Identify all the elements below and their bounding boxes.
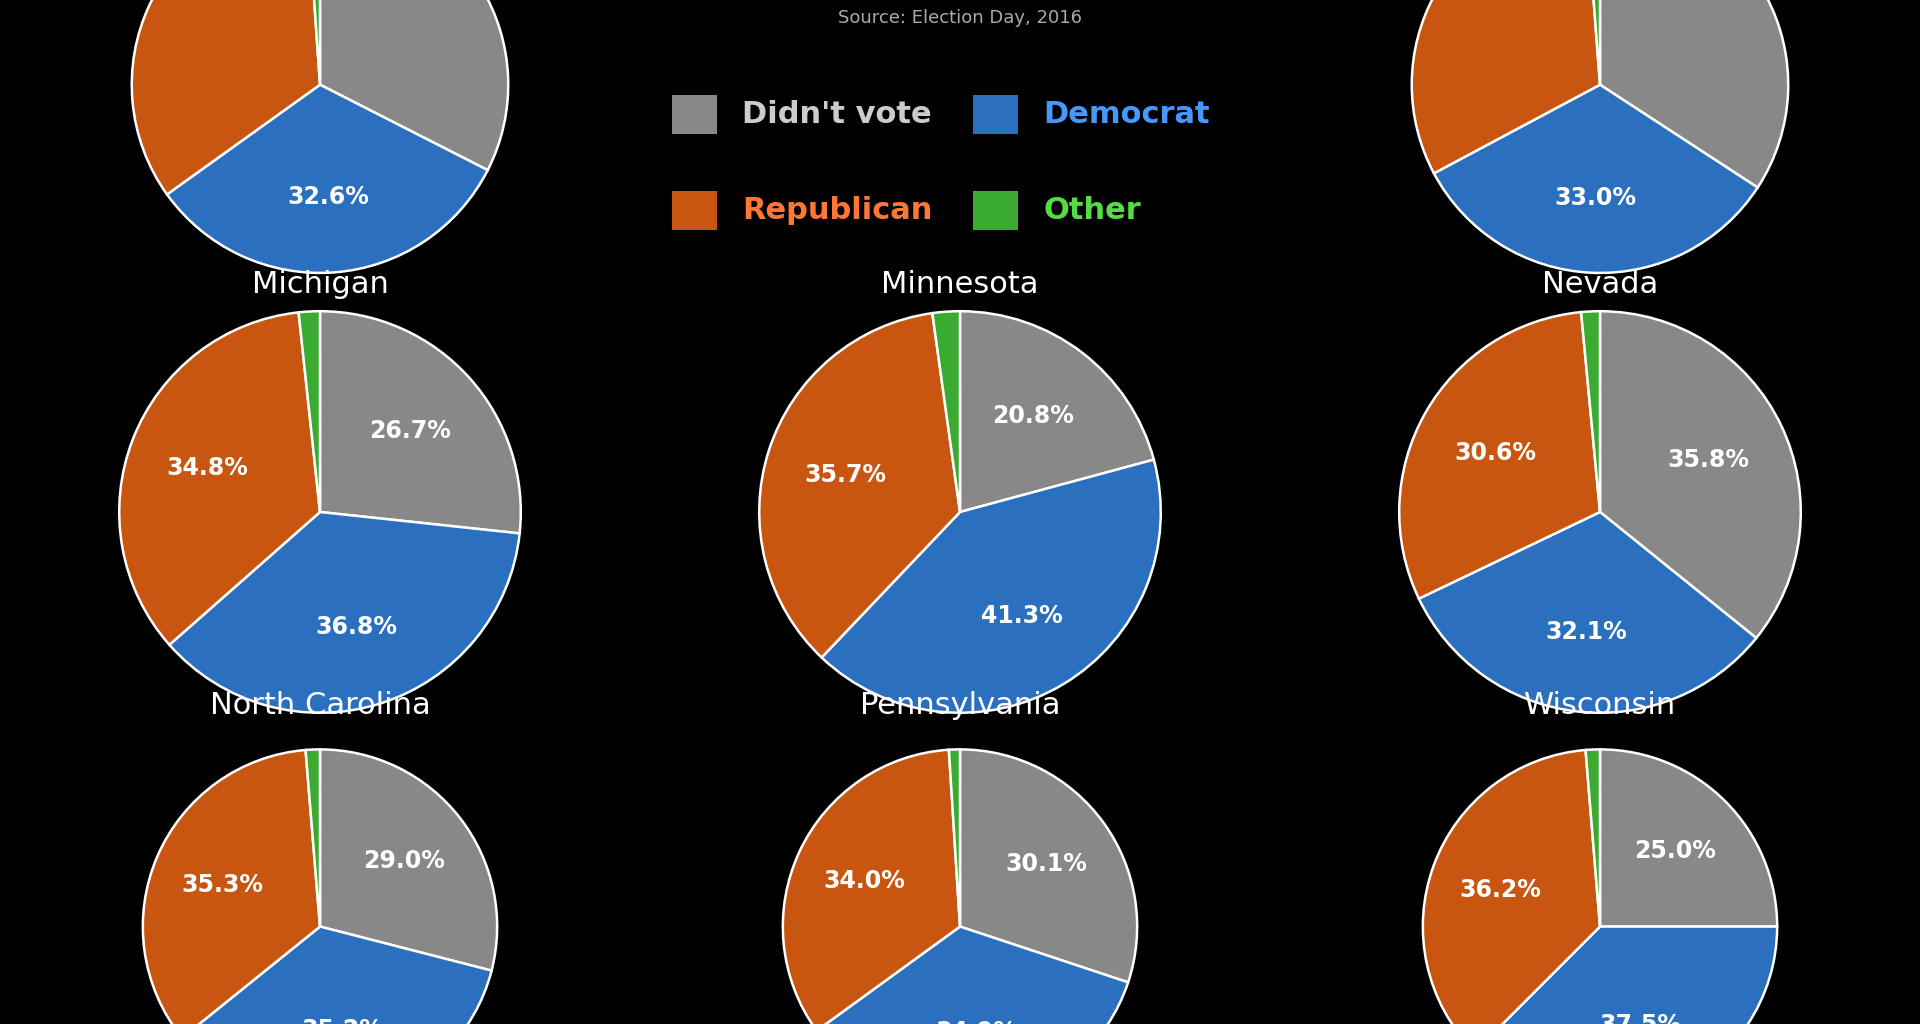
Wedge shape bbox=[933, 311, 960, 512]
Title: Pennsylvania: Pennsylvania bbox=[860, 691, 1060, 721]
Wedge shape bbox=[142, 750, 321, 1024]
FancyBboxPatch shape bbox=[672, 191, 716, 230]
Text: 35.7%: 35.7% bbox=[804, 463, 887, 487]
Title: Minnesota: Minnesota bbox=[881, 270, 1039, 299]
Wedge shape bbox=[822, 460, 1162, 713]
Wedge shape bbox=[321, 0, 509, 170]
Text: 20.8%: 20.8% bbox=[993, 404, 1073, 428]
Wedge shape bbox=[305, 750, 321, 927]
Text: 41.3%: 41.3% bbox=[981, 603, 1062, 628]
Wedge shape bbox=[1423, 750, 1599, 1024]
Text: 25.0%: 25.0% bbox=[1634, 840, 1716, 863]
Text: 34.9%: 34.9% bbox=[935, 1020, 1018, 1024]
Text: 35.8%: 35.8% bbox=[1668, 449, 1749, 472]
Text: 34.8%: 34.8% bbox=[167, 457, 250, 480]
Text: 34.0%: 34.0% bbox=[824, 869, 904, 893]
Wedge shape bbox=[300, 311, 321, 512]
Wedge shape bbox=[119, 312, 321, 645]
Text: Didn't vote: Didn't vote bbox=[743, 100, 931, 129]
Wedge shape bbox=[167, 85, 488, 273]
Text: 36.8%: 36.8% bbox=[315, 614, 397, 639]
Wedge shape bbox=[960, 750, 1137, 982]
Text: 26.7%: 26.7% bbox=[369, 420, 451, 443]
Wedge shape bbox=[169, 512, 520, 713]
Wedge shape bbox=[321, 750, 497, 971]
Text: 35.2%: 35.2% bbox=[301, 1019, 384, 1024]
Wedge shape bbox=[1475, 927, 1778, 1024]
Wedge shape bbox=[1434, 85, 1757, 273]
Text: 32.6%: 32.6% bbox=[288, 185, 369, 209]
Text: 30.1%: 30.1% bbox=[1006, 852, 1087, 877]
Title: North Carolina: North Carolina bbox=[209, 691, 430, 721]
Wedge shape bbox=[948, 750, 960, 927]
Wedge shape bbox=[1586, 750, 1599, 927]
Wedge shape bbox=[1411, 0, 1599, 173]
Wedge shape bbox=[1586, 0, 1599, 85]
Text: 32.1%: 32.1% bbox=[1546, 620, 1626, 644]
Wedge shape bbox=[783, 750, 960, 1024]
Wedge shape bbox=[1419, 512, 1757, 713]
Wedge shape bbox=[132, 0, 321, 195]
Wedge shape bbox=[1400, 312, 1599, 599]
Wedge shape bbox=[1580, 311, 1599, 512]
Title: Wisconsin: Wisconsin bbox=[1524, 691, 1676, 721]
Text: Democrat: Democrat bbox=[1043, 100, 1210, 129]
Text: 30.6%: 30.6% bbox=[1453, 440, 1536, 465]
Title: Nevada: Nevada bbox=[1542, 270, 1659, 299]
Text: 37.5%: 37.5% bbox=[1599, 1013, 1682, 1024]
Text: 36.2%: 36.2% bbox=[1459, 878, 1542, 902]
Text: Other: Other bbox=[1043, 197, 1140, 225]
FancyBboxPatch shape bbox=[973, 95, 1018, 134]
Wedge shape bbox=[1599, 311, 1801, 638]
Wedge shape bbox=[182, 927, 492, 1024]
Title: Michigan: Michigan bbox=[252, 270, 388, 299]
Text: 33.0%: 33.0% bbox=[1553, 185, 1636, 210]
Text: Source: Election Day, 2016: Source: Election Day, 2016 bbox=[837, 9, 1083, 27]
FancyBboxPatch shape bbox=[672, 95, 716, 134]
Text: 35.3%: 35.3% bbox=[180, 872, 263, 897]
Wedge shape bbox=[1599, 0, 1788, 187]
Wedge shape bbox=[321, 311, 520, 534]
Text: Republican: Republican bbox=[743, 197, 933, 225]
Wedge shape bbox=[1599, 750, 1778, 927]
Wedge shape bbox=[816, 927, 1129, 1024]
FancyBboxPatch shape bbox=[973, 191, 1018, 230]
Wedge shape bbox=[307, 0, 321, 85]
Wedge shape bbox=[960, 311, 1154, 512]
Text: 29.0%: 29.0% bbox=[363, 850, 445, 873]
Wedge shape bbox=[758, 313, 960, 657]
